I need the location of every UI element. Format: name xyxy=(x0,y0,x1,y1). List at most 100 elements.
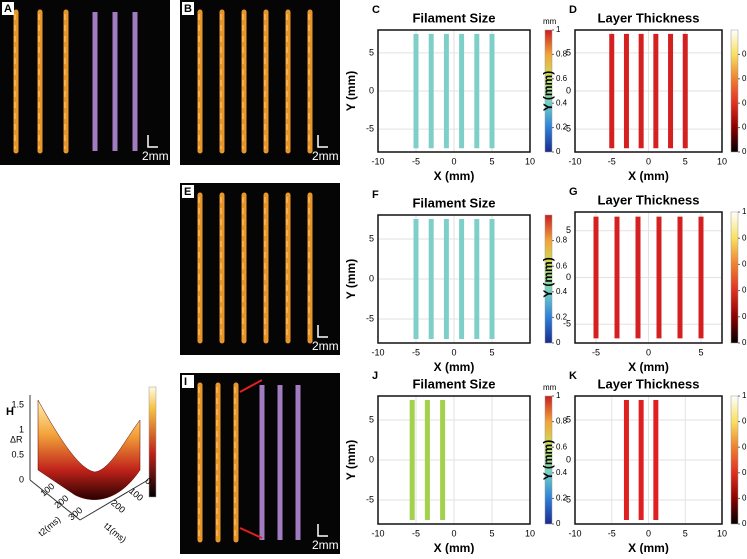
x-tick-label: 0 xyxy=(451,528,456,538)
colorbar-tick-label: 0.8 xyxy=(742,50,747,59)
x-tick-label: -10 xyxy=(568,528,581,538)
y-tick-label: 0 xyxy=(369,454,374,464)
y-tick-label: 5 xyxy=(566,225,571,235)
colorbar-tick-label: 0.6 xyxy=(556,442,568,451)
scale-label: 2mm xyxy=(312,339,339,353)
colorbar-tick-label: 0 xyxy=(556,338,561,347)
colorbar-tick-label: 0.4 xyxy=(556,98,568,107)
panel-label: K xyxy=(569,370,577,382)
x-tick-label: -10 xyxy=(371,347,384,357)
colorbar xyxy=(730,29,739,153)
surface xyxy=(37,399,141,500)
colorbar-tick-label: 0.4 xyxy=(556,287,568,296)
y-tick-label: -5 xyxy=(563,494,571,504)
colorbar xyxy=(730,395,739,525)
chart-title: Layer Thickness xyxy=(598,376,700,391)
z-tick: 1 xyxy=(19,424,24,434)
x-tick-label: -10 xyxy=(568,156,581,166)
panel-label-box xyxy=(182,375,194,388)
y-tick-label: -5 xyxy=(366,124,374,134)
colorbar xyxy=(148,386,157,498)
panel-label: J xyxy=(372,370,378,382)
z-tick: 0.5 xyxy=(11,449,24,459)
colorbar-tick-label: 0.8 xyxy=(556,236,568,245)
colorbar-unit: mm xyxy=(543,17,557,26)
scale-label: 2mm xyxy=(312,538,339,552)
x-tick-label: 5 xyxy=(683,156,688,166)
scale-bar xyxy=(317,325,328,338)
y-axis-label: Y (mm) xyxy=(541,440,555,480)
colorbar-tick-label: 0.2 xyxy=(742,312,747,321)
colorbar-tick-label: 0.4 xyxy=(556,468,568,477)
colorbar xyxy=(544,214,553,344)
t-tick: 300 xyxy=(66,505,84,522)
x-tick-label: 0 xyxy=(646,347,651,357)
y-tick-label: 5 xyxy=(566,414,571,424)
colorbar-tick-label: 1 xyxy=(742,391,747,400)
colorbar-tick-label: 1 xyxy=(556,25,561,34)
colorbar-tick-label: 0.6 xyxy=(742,260,747,269)
x-tick-label: -5 xyxy=(412,528,420,538)
colorbar-tick-label: 0 xyxy=(556,519,561,528)
x-axis-label: X (mm) xyxy=(434,541,475,554)
scale-bar xyxy=(317,524,328,537)
colorbar-tick-label: 0.8 xyxy=(742,233,747,242)
colorbar xyxy=(730,211,739,344)
panel-label: I xyxy=(184,376,187,388)
photo xyxy=(180,183,340,355)
panel-label: B xyxy=(184,3,192,15)
x-tick-label: -10 xyxy=(371,528,384,538)
x-tick-label: 10 xyxy=(525,156,535,166)
colorbar-tick-label: 0.4 xyxy=(742,98,747,107)
x-tick-label: -5 xyxy=(412,156,420,166)
y-tick-label: 5 xyxy=(369,233,374,243)
t-tick: 100 xyxy=(38,481,56,498)
x-tick-label: 10 xyxy=(525,528,535,538)
t2-axis xyxy=(29,479,81,521)
y-axis-label: Y (mm) xyxy=(541,71,555,111)
colorbar-tick-label: 0.8 xyxy=(556,417,568,426)
y-axis-label: Y (mm) xyxy=(541,257,555,297)
y-tick-label: -5 xyxy=(563,319,571,329)
x-tick-label: 5 xyxy=(489,347,494,357)
chart-title: Filament Size xyxy=(412,376,495,391)
y-tick-label: 0 xyxy=(566,85,571,95)
scale-bar xyxy=(147,135,158,148)
x-tick-label: -10 xyxy=(371,156,384,166)
panel-label: A xyxy=(4,3,12,15)
colorbar-tick-label: 0.6 xyxy=(742,442,747,451)
colorbar-tick-label: 0.2 xyxy=(742,494,747,503)
colorbar xyxy=(544,29,553,153)
arrow xyxy=(239,527,263,539)
photo xyxy=(180,0,340,165)
t-tick: 200 xyxy=(52,493,70,510)
z-tick: 0 xyxy=(19,474,24,484)
plot-frame xyxy=(377,29,531,153)
panel-label: E xyxy=(184,186,191,198)
panel-label: G xyxy=(569,186,578,198)
colorbar-tick-label: 0 xyxy=(742,147,747,156)
y-axis-label: Y (mm) xyxy=(344,259,358,299)
x-axis-label: X (mm) xyxy=(434,360,475,374)
y-tick-label: 0 xyxy=(369,85,374,95)
photo xyxy=(0,0,170,165)
plot-frame xyxy=(377,214,531,344)
panel-label-box xyxy=(182,2,194,15)
panel-label: H xyxy=(6,406,14,418)
chart-title: Layer Thickness xyxy=(598,10,700,25)
plot-frame xyxy=(574,29,723,153)
x-axis-label: X (mm) xyxy=(628,541,669,554)
scale-bar xyxy=(317,135,328,148)
x-tick-label: -5 xyxy=(608,156,616,166)
colorbar-tick-label: 0.8 xyxy=(742,417,747,426)
z-label: ΔR xyxy=(10,434,23,444)
x-axis-label: X (mm) xyxy=(434,169,475,183)
x-tick-label: 10 xyxy=(717,528,727,538)
x-axis-label: X (mm) xyxy=(628,169,669,183)
y-tick-label: 0 xyxy=(369,273,374,283)
colorbar-tick-label: 0.6 xyxy=(556,261,568,270)
y-tick-label: -5 xyxy=(366,494,374,504)
z-tick: 1.5 xyxy=(11,399,24,409)
colorbar-tick-label: 0.8 xyxy=(556,50,568,59)
